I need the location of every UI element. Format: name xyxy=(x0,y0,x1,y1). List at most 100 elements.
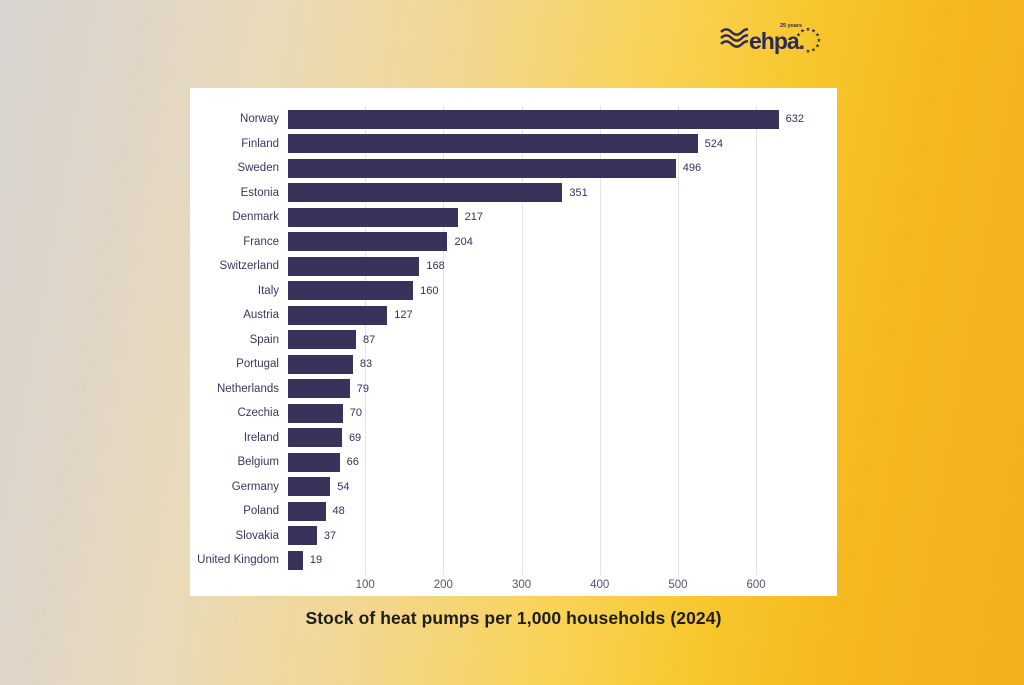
gridline-600 xyxy=(756,105,758,575)
category-label: Austria xyxy=(243,309,279,322)
value-label: 70 xyxy=(349,407,362,420)
chart-row: Poland 48 xyxy=(190,499,837,524)
x-axis-tick: 200 xyxy=(433,578,453,591)
category-label: Spain xyxy=(249,333,279,346)
value-label: 524 xyxy=(704,137,724,150)
bar xyxy=(288,305,388,325)
chart-row: Germany 54 xyxy=(190,475,837,500)
bar-track: 70 xyxy=(288,403,804,423)
category-label: Germany xyxy=(231,480,279,493)
chart-row: France 204 xyxy=(190,230,837,255)
bar-chart: Norway 632 Finland 524 Sweden 496 Estonia 351 De… xyxy=(190,105,837,591)
category-label: Poland xyxy=(243,505,279,518)
value-label: 127 xyxy=(394,309,413,322)
category-label: Estonia xyxy=(240,186,279,199)
bar xyxy=(288,379,350,399)
bar-track: 87 xyxy=(288,330,804,350)
category-label: Denmark xyxy=(232,211,279,224)
bar xyxy=(288,330,357,350)
category-label: Belgium xyxy=(237,456,279,469)
gridline-500 xyxy=(677,105,679,575)
svg-text:★: ★ xyxy=(800,29,805,35)
gridline-100 xyxy=(365,105,367,575)
bar xyxy=(288,183,563,203)
x-axis-tick: 500 xyxy=(668,578,688,591)
x-axis-tick: 400 xyxy=(590,578,610,591)
value-label: 69 xyxy=(348,431,362,444)
bar xyxy=(288,526,317,546)
value-label: 66 xyxy=(346,456,359,469)
bar xyxy=(288,158,676,178)
bar-track: 524 xyxy=(288,134,804,154)
chart-row: Ireland 69 xyxy=(190,426,837,451)
bar-track: 54 xyxy=(288,477,804,497)
category-label: Sweden xyxy=(237,162,279,175)
bar-track: 168 xyxy=(288,256,804,276)
chart-row: Austria 127 xyxy=(190,303,837,328)
logo-waves-icon xyxy=(720,28,749,48)
value-label: 496 xyxy=(682,162,702,175)
value-label: 160 xyxy=(420,284,439,297)
svg-text:★: ★ xyxy=(806,49,811,55)
chart-row: Slovakia 37 xyxy=(190,524,837,549)
chart-row: Sweden 496 xyxy=(190,156,837,181)
bar xyxy=(288,428,342,448)
bar-track: 66 xyxy=(288,452,804,472)
svg-text:★: ★ xyxy=(815,33,820,39)
bar-track: 217 xyxy=(288,207,804,227)
category-label: Finland xyxy=(241,137,279,150)
svg-text:★: ★ xyxy=(815,44,820,50)
x-axis-tick: 100 xyxy=(355,578,375,591)
bar-track: 160 xyxy=(288,281,804,301)
category-label: Portugal xyxy=(236,358,279,371)
bar xyxy=(288,134,698,154)
chart-title: Stock of heat pumps per 1,000 households… xyxy=(305,608,722,628)
chart-row: Czechia 70 xyxy=(190,401,837,426)
bar-track: 37 xyxy=(288,526,804,546)
bar-track: 496 xyxy=(288,158,804,178)
bar-track: 204 xyxy=(288,232,804,252)
category-label: Czechia xyxy=(237,407,279,420)
bar xyxy=(288,550,303,570)
value-label: 37 xyxy=(323,529,337,542)
bar-track: 351 xyxy=(288,183,804,203)
chart-row: Portugal 83 xyxy=(190,352,837,377)
category-label: Switzerland xyxy=(219,260,279,273)
chart-card: Norway 632 Finland 524 Sweden 496 Estonia 351 De… xyxy=(190,88,837,596)
logo-stars-icon: ★ ★ ★ ★ ★ ★ ★ ★ ★ xyxy=(796,27,822,55)
bar-track: 19 xyxy=(288,550,804,570)
bar xyxy=(288,109,779,129)
category-label: Ireland xyxy=(243,431,279,444)
value-label: 217 xyxy=(464,211,483,224)
bar xyxy=(288,281,414,301)
value-label: 87 xyxy=(363,333,376,346)
bar-track: 83 xyxy=(288,354,804,374)
chart-row: Netherlands 79 xyxy=(190,377,837,402)
svg-text:★: ★ xyxy=(811,29,816,35)
chart-row: Norway 632 xyxy=(190,107,837,132)
bar xyxy=(288,207,458,227)
svg-text:★: ★ xyxy=(817,38,822,44)
bar xyxy=(288,501,326,521)
category-label: Norway xyxy=(240,113,279,126)
value-label: 351 xyxy=(569,186,588,199)
bar xyxy=(288,354,353,374)
bar-track: 69 xyxy=(288,428,804,448)
chart-row: Belgium 66 xyxy=(190,450,837,475)
value-label: 632 xyxy=(785,113,804,126)
chart-row: Finland 524 xyxy=(190,132,837,157)
bar xyxy=(288,256,420,276)
chart-rows: Norway 632 Finland 524 Sweden 496 Estonia 351 De… xyxy=(190,107,837,573)
value-label: 79 xyxy=(356,382,369,395)
svg-text:★: ★ xyxy=(796,33,801,39)
bar-track: 79 xyxy=(288,379,804,399)
chart-row: Estonia 351 xyxy=(190,181,837,206)
ehpa-logo: ehpa. 25 years ★ ★ ★ ★ ★ ★ ★ ★ ★ xyxy=(720,23,822,55)
value-label: 48 xyxy=(332,505,345,518)
chart-row: Italy 160 xyxy=(190,279,837,304)
category-label: Italy xyxy=(257,284,279,297)
gridline-300 xyxy=(521,105,523,575)
category-label: Netherlands xyxy=(216,382,279,395)
logo-wordmark: ehpa. xyxy=(749,28,804,54)
